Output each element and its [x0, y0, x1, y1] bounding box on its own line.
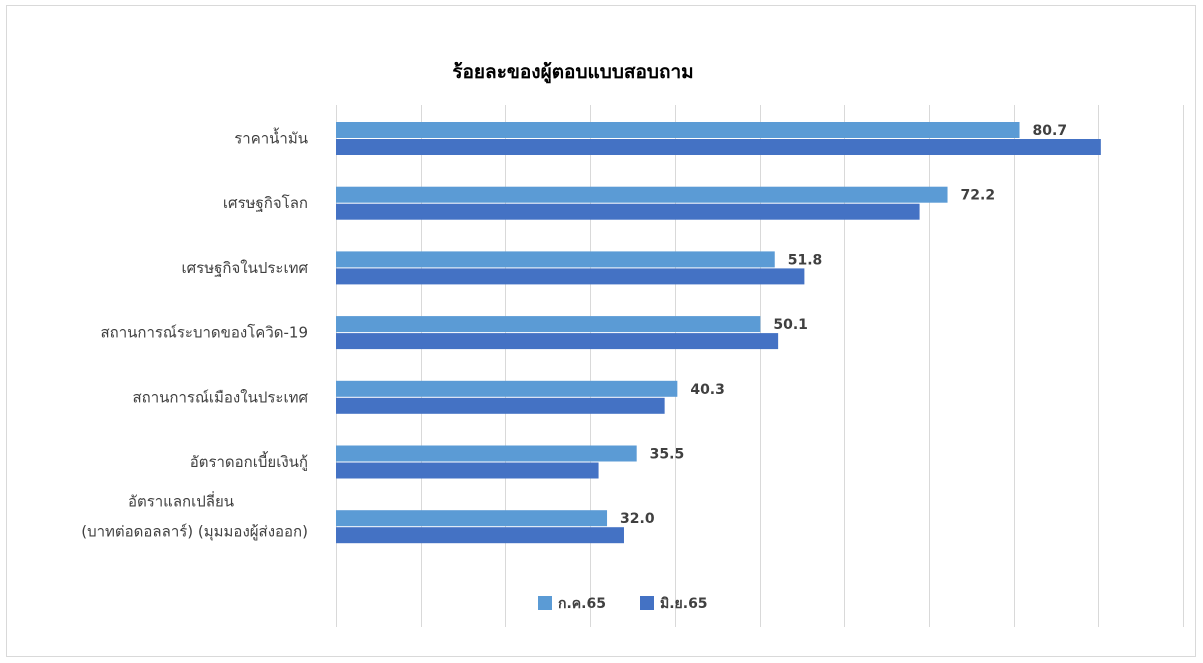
- category-label: อัตราดอกเบี้ยเงินกู้: [190, 451, 308, 471]
- legend-swatch: [538, 596, 552, 610]
- value-labels: 80.7 72.2 51.8 50.1 40.3 35.5 32.0: [620, 123, 1067, 527]
- bar: [336, 527, 624, 544]
- data-label: 35.5: [650, 447, 685, 463]
- data-label: 50.1: [773, 317, 808, 333]
- data-label: 72.2: [961, 188, 996, 204]
- category-label: สถานการณ์เมืองในประเทศ: [133, 388, 309, 406]
- data-label: 40.3: [690, 382, 725, 398]
- data-label: 80.7: [1033, 123, 1068, 139]
- category-label: อัตราแลกเปลี่ยน: [128, 491, 234, 511]
- legend: ก.ค.65 มิ.ย.65: [538, 596, 708, 612]
- bar: [336, 462, 599, 479]
- data-label: 32.0: [620, 511, 655, 527]
- category-label: เศรษฐกิจในประเทศ: [182, 259, 309, 277]
- bar: [336, 445, 637, 462]
- data-label: 51.8: [788, 252, 823, 268]
- bar: [336, 122, 1020, 138]
- category-label: (บาทต่อดอลลาร์) (มุมมองผู้ส่งออก): [81, 523, 308, 542]
- bar: [336, 203, 920, 220]
- category-labels: ราคาน้ำมันเศรษฐกิจโลกเศรษฐกิจในประเทศสถา…: [81, 128, 308, 542]
- legend-swatch: [640, 596, 654, 610]
- category-label: ราคาน้ำมัน: [234, 128, 308, 148]
- legend-label: ก.ค.65: [558, 596, 606, 612]
- bar: [336, 380, 678, 397]
- category-label: เศรษฐกิจโลก: [223, 194, 308, 212]
- bar: [336, 251, 775, 268]
- gridlines: [336, 105, 1184, 627]
- bar: [336, 397, 665, 414]
- bar: [336, 510, 608, 527]
- bars: [336, 122, 1101, 544]
- category-label: สถานการณ์ระบาดของโควิด-19: [100, 324, 308, 342]
- bar: [336, 186, 948, 203]
- bar: [336, 139, 1101, 155]
- bar: [336, 333, 779, 350]
- bar: [336, 316, 761, 333]
- chart-title: ร้อยละของผู้ตอบแบบสอบถาม: [452, 61, 693, 84]
- bar: [336, 268, 805, 285]
- legend-label: มิ.ย.65: [660, 596, 708, 612]
